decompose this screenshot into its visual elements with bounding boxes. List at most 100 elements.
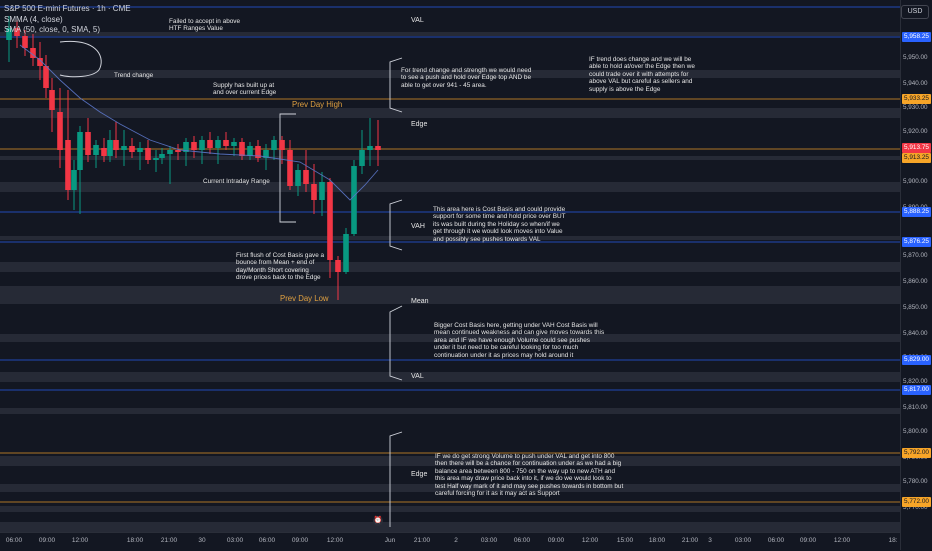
indicator-sma[interactable]: SMA (50, close, 0, SMA, 5) [4,25,101,34]
candle-body[interactable] [113,140,119,150]
candle-body[interactable] [319,182,325,200]
candle-body[interactable] [145,148,151,160]
candle-body[interactable] [231,142,237,146]
price-level-label[interactable]: 5,829.00 [902,355,931,365]
alert-clock-icon[interactable]: ⏰ [373,516,383,526]
candle-body[interactable] [107,140,113,156]
candle-body[interactable] [215,140,221,148]
price-level-label[interactable]: 5,933.25 [902,94,931,104]
candle-body[interactable] [207,140,213,148]
candle-body[interactable] [343,234,349,272]
currency-button[interactable]: USD [901,5,929,19]
annotation-first-flush[interactable]: First flush of Cost Basis gave a bounce … [236,252,325,282]
level-mean: Mean [411,298,429,305]
zone-band [0,286,900,304]
price-level-label[interactable]: 5,888.25 [902,207,931,217]
price-level-label[interactable]: 5,913.75 [902,143,931,153]
price-tick: 5,770.00 [903,504,928,511]
annotation-current-range[interactable]: Current Intraday Range [203,178,270,185]
level-val-top: VAL [411,17,424,24]
price-level-label[interactable]: 5,772.00 [902,497,931,507]
time-tick: 12:00 [833,537,851,544]
price-level-label[interactable]: 5,958.25 [902,32,931,42]
candle-body[interactable] [30,48,36,58]
candle-body[interactable] [93,145,99,155]
annotation-strong-volume[interactable]: IF we do get strong Volume to push under… [435,453,624,498]
indicator-smma[interactable]: SMMA (4, close) [4,14,63,24]
time-tick: 21:00 [160,537,178,544]
candle-body[interactable] [263,150,269,158]
candle-body[interactable] [71,170,77,190]
candle-body[interactable] [85,132,91,155]
sma-line[interactable] [19,44,379,201]
annotation-failed-accept[interactable]: Failed to accept in above HTF Ranges Val… [169,18,241,33]
candle-body[interactable] [199,140,205,150]
candle-body[interactable] [255,146,261,158]
candle-body[interactable] [191,142,197,150]
price-level-label[interactable]: 5,876.25 [902,237,931,247]
annotation-cost-basis[interactable]: This area here is Cost Basis and could p… [433,206,566,243]
candle-body[interactable] [327,182,333,260]
mean-bracket[interactable] [389,305,403,381]
annotation-trend-strength[interactable]: For trend change and strength we would n… [401,67,532,89]
candle-body[interactable] [37,58,43,66]
price-level-label[interactable]: 5,913.25 [902,153,931,163]
label-prev-day-high[interactable]: Prev Day High [292,100,343,109]
annotation-if-trend[interactable]: IF trend does change and we will be able… [589,56,695,93]
annotation-supply-built[interactable]: Supply has built up at and over current … [213,82,277,97]
candle-body[interactable] [14,28,20,36]
chart-pane[interactable]: S&P 500 E-mini Futures · 1h · CME SMMA (… [0,0,900,532]
range-bracket[interactable] [279,113,296,223]
price-tick: 5,810.00 [903,404,928,411]
candle-body[interactable] [101,148,107,156]
candle-body[interactable] [287,150,293,186]
candle-body[interactable] [65,140,71,190]
candle-body[interactable] [22,36,28,48]
label-prev-day-low[interactable]: Prev Day Low [280,294,329,303]
time-tick: 18: [888,537,898,544]
candle-body[interactable] [183,142,189,152]
vah-bracket[interactable] [389,199,403,251]
candle-body[interactable] [271,140,277,150]
price-level-label[interactable]: 5,792.00 [902,448,931,458]
candle-body[interactable] [303,170,309,184]
candle-body[interactable] [367,146,373,150]
candle-body[interactable] [239,142,245,156]
candle-body[interactable] [295,170,301,186]
candle-body[interactable] [129,146,135,152]
candle-body[interactable] [335,260,341,272]
candle-body[interactable] [49,90,55,110]
edge1-bracket[interactable] [389,57,403,113]
annotation-trend-change[interactable]: Trend change [114,72,154,79]
price-axis[interactable]: 5,950.005,940.005,930.005,920.005,910.00… [900,0,932,550]
candle-body[interactable] [137,148,143,152]
candle-body[interactable] [167,150,173,154]
candle-body[interactable] [77,132,83,170]
price-tick: 5,920.00 [903,128,928,135]
symbol-title[interactable]: S&P 500 E-mini Futures · 1h · CME [4,4,131,13]
candle-body[interactable] [159,154,165,158]
annotation-bigger-cost[interactable]: Bigger Cost Basis here, getting under VA… [434,322,605,359]
candle-body[interactable] [279,140,285,150]
time-tick: 12:00 [71,537,89,544]
candle-body[interactable] [153,158,159,160]
candle-body[interactable] [359,150,365,166]
edge2-bracket[interactable] [389,431,403,527]
price-level-label[interactable]: 5,817.00 [902,385,931,395]
time-axis[interactable]: 06:00 09:00 12:00 18:00 21:00 30 03:00 06:00 09:… [0,532,900,551]
candle-body[interactable] [223,140,229,146]
candle-body[interactable] [57,112,63,150]
time-tick: 03:00 [480,537,498,544]
candle-body[interactable] [43,66,49,88]
candle-body[interactable] [247,146,253,156]
candle-body[interactable] [311,184,317,200]
candle-body[interactable] [375,146,381,150]
trend-change-bracket[interactable] [59,40,102,78]
level-edge-1: Edge [411,121,428,128]
candle-body[interactable] [175,150,181,152]
candle-body[interactable] [6,28,12,40]
candle-body[interactable] [351,166,357,234]
time-tick: 09:00 [291,537,309,544]
price-chart-canvas[interactable] [0,0,900,532]
candle-body[interactable] [121,146,127,150]
